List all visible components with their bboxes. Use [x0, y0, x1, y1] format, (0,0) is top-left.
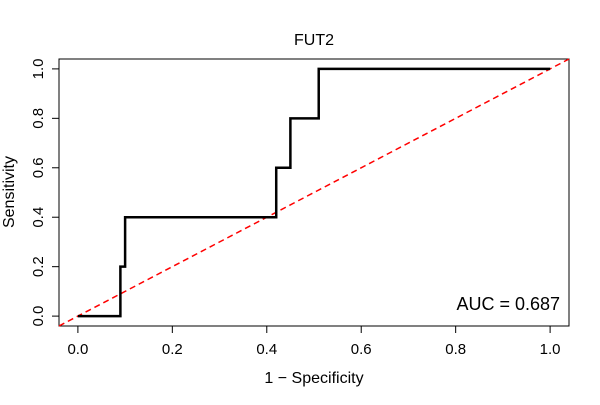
x-axis-label: 1 − Specificity — [264, 370, 363, 387]
auc-annotation: AUC = 0.687 — [456, 294, 560, 314]
x-tick-label: 0.6 — [351, 341, 372, 358]
x-tick-label: 0.2 — [162, 341, 183, 358]
x-tick-label: 0.0 — [67, 341, 88, 358]
y-tick-label: 0.8 — [30, 108, 47, 129]
plot-frame — [58, 58, 570, 327]
y-axis-label: Sensitivity — [1, 156, 18, 228]
reference-diagonal-line — [58, 58, 570, 327]
series-layer — [77, 67, 551, 318]
roc-curve-line — [77, 67, 551, 318]
x-axis: 0.0 0.2 0.4 0.6 0.8 1.0 — [67, 326, 561, 358]
x-tick-label: 0.8 — [445, 341, 466, 358]
y-tick-label: 0.6 — [30, 157, 47, 178]
y-tick-label: 0.4 — [30, 207, 47, 228]
x-tick-label: 0.4 — [256, 341, 277, 358]
y-tick-label: 0.0 — [30, 306, 47, 327]
y-tick-label: 0.2 — [30, 256, 47, 277]
y-tick-label: 1.0 — [30, 58, 47, 79]
chart-title: FUT2 — [294, 32, 334, 49]
x-tick-label: 1.0 — [540, 341, 561, 358]
y-axis: 0.0 0.2 0.4 0.6 0.8 1.0 — [30, 58, 59, 327]
reference-line-layer — [58, 58, 570, 327]
